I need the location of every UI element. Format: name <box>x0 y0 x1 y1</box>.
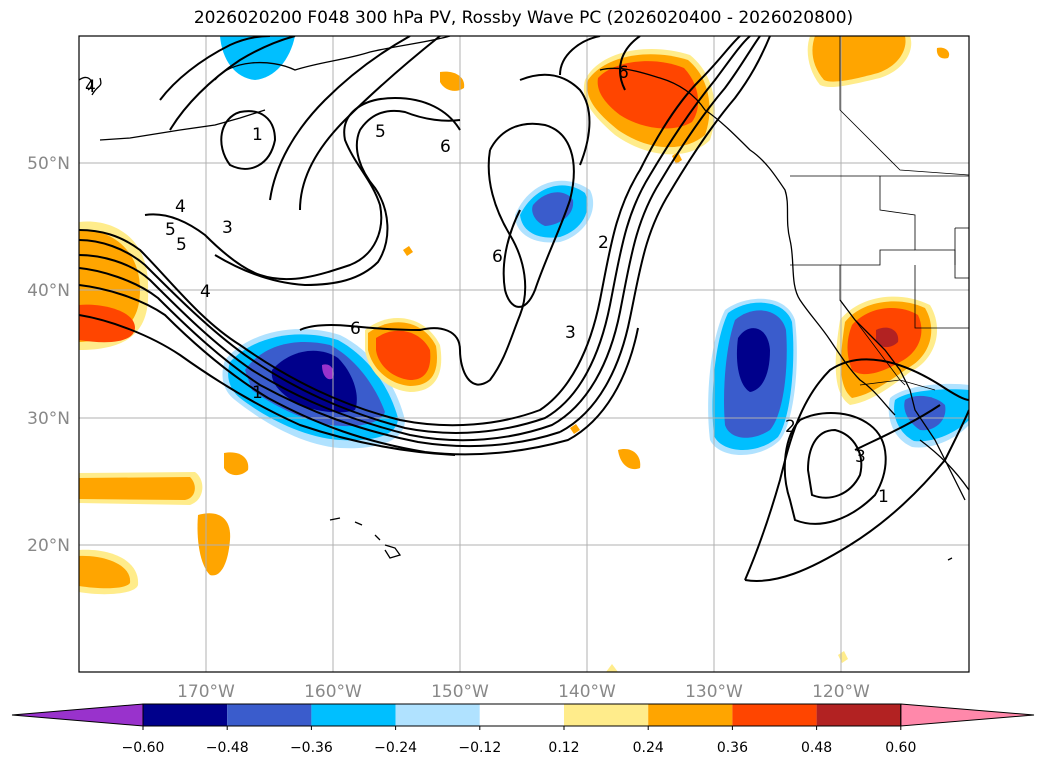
contour-label-5a: 5 <box>165 220 176 240</box>
colorbar-tick-label: 0.60 <box>885 740 916 756</box>
contour-labels: 1 1 1 2 2 3 3 3 4 4 4 5 5 5 6 6 6 6 <box>85 63 889 507</box>
colorbar: −0.60 −0.48 −0.36 −0.24 −0.12 0.12 0.24 0.36 0.4… <box>11 703 1035 756</box>
colorbar-tick-label: 0.12 <box>548 740 579 756</box>
colorbar-segment <box>227 704 312 726</box>
colorbar-tick-label: −0.48 <box>206 740 249 756</box>
contour-label-4a: 4 <box>175 197 186 217</box>
map-frame <box>78 35 970 673</box>
colorbar-tick-label: −0.24 <box>374 740 417 756</box>
pv-shading <box>79 36 969 672</box>
lon-label-150w: 150°W <box>431 682 489 702</box>
lon-label-170w: 170°W <box>177 682 235 702</box>
contour-label-5c: 5 <box>375 122 386 142</box>
lon-label-140w: 140°W <box>558 682 616 702</box>
colorbar-segment <box>395 704 480 726</box>
colorbar-extension-low <box>11 703 144 727</box>
colorbar-tick-label: −0.60 <box>122 740 165 756</box>
contour-label-6b: 6 <box>440 137 451 157</box>
map-title: 2026020200 F048 300 hPa PV, Rossby Wave … <box>193 8 854 28</box>
lat-label-50: 50°N <box>27 154 70 174</box>
contour-label-2b: 2 <box>785 417 796 437</box>
colorbar-tick-label: −0.36 <box>290 740 333 756</box>
colorbar-segment <box>311 704 396 726</box>
colorbar-segment <box>564 704 649 726</box>
contour-label-2a: 2 <box>598 233 609 253</box>
longitude-labels: 170°W 160°W 150°W 140°W 130°W 120°W <box>177 682 870 702</box>
contour-label-3a: 3 <box>222 218 233 238</box>
latitude-labels: 50°N 40°N 30°N 20°N <box>27 154 70 556</box>
colorbar-segment <box>143 704 228 726</box>
colorbar-segment <box>479 704 564 726</box>
contour-label-1c: 1 <box>878 487 889 507</box>
lat-label-20: 20°N <box>27 536 70 556</box>
gridlines <box>79 36 969 672</box>
lat-label-30: 30°N <box>27 409 70 429</box>
contour-label-4b: 4 <box>200 282 211 302</box>
colorbar-segment <box>816 704 901 726</box>
contour-label-6a: 6 <box>350 319 361 339</box>
political-borders <box>790 36 969 391</box>
colorbar-tick-label: 0.24 <box>633 740 664 756</box>
colorbar-frame <box>142 703 902 727</box>
contour-label-5b: 5 <box>176 235 187 255</box>
colorbar-extension-high <box>900 703 1035 727</box>
contour-label-3b: 3 <box>565 323 576 343</box>
lon-label-120w: 120°W <box>812 682 870 702</box>
colorbar-tick-label: 0.48 <box>801 740 832 756</box>
map-area <box>79 36 969 672</box>
contour-label-1a: 1 <box>252 383 263 403</box>
contour-label-1b: 1 <box>252 125 263 145</box>
pv-contours <box>79 36 969 582</box>
lat-label-40: 40°N <box>27 281 70 301</box>
colorbar-segment <box>648 704 733 726</box>
colorbar-segment <box>732 704 817 726</box>
contour-label-6d: 6 <box>618 63 629 83</box>
contour-label-3c: 3 <box>855 447 866 467</box>
contour-label-6c: 6 <box>492 247 503 267</box>
lon-label-130w: 130°W <box>685 682 743 702</box>
lon-label-160w: 160°W <box>304 682 362 702</box>
contour-label-4c: 4 <box>85 77 96 97</box>
colorbar-tick-label: −0.12 <box>458 740 501 756</box>
coastlines <box>79 36 969 561</box>
colorbar-tick-label: 0.36 <box>717 740 748 756</box>
